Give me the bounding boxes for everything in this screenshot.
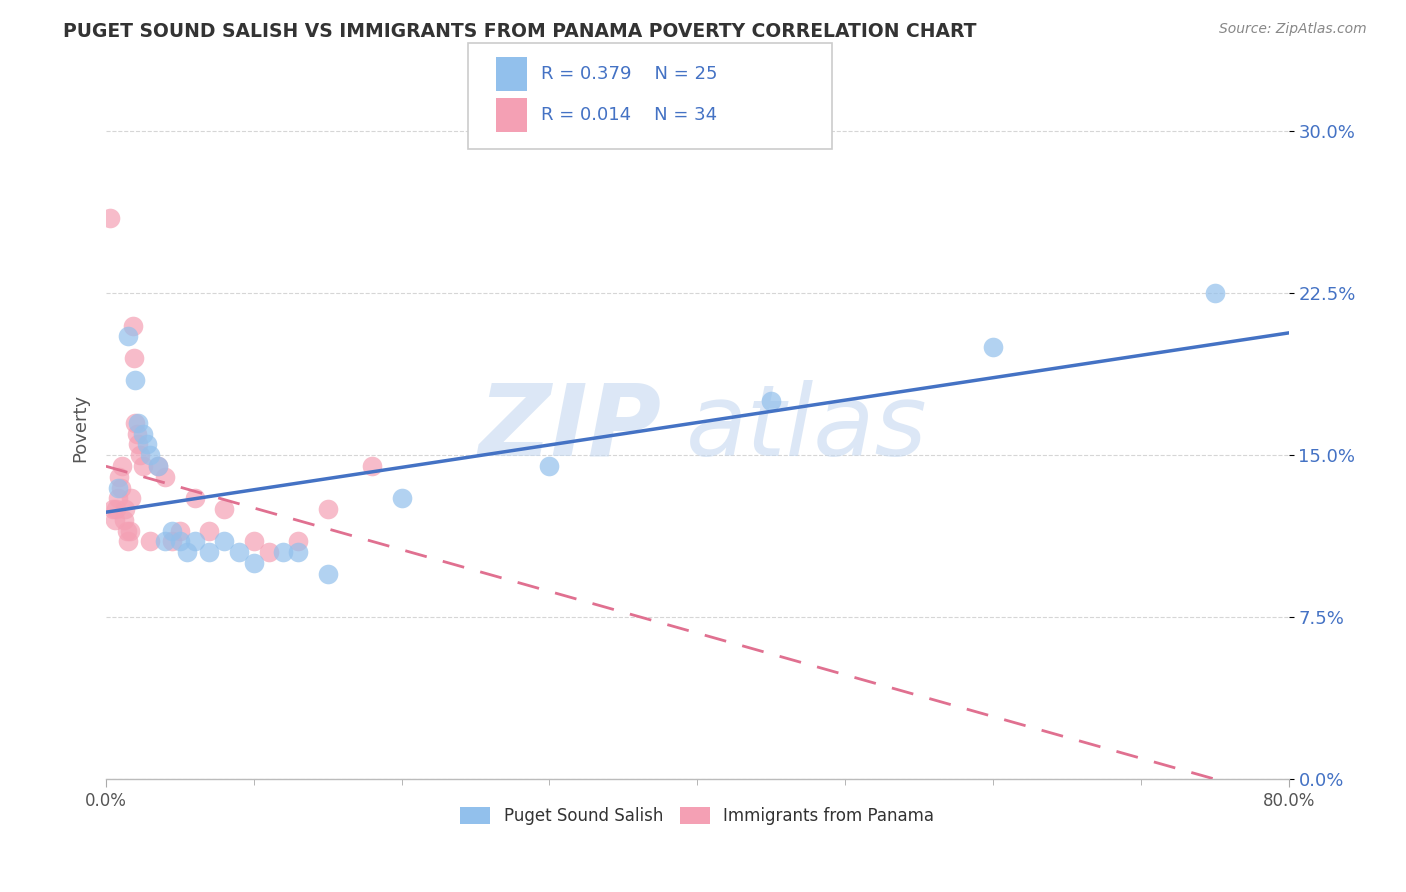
Point [153,534,176,549]
Point [105,502,128,516]
Point [183,491,205,506]
Point [136,437,159,451]
Point [110,481,132,495]
Point [391,491,413,506]
Point [1204,286,1226,301]
Point [124,416,146,430]
Text: R = 0.379    N = 25: R = 0.379 N = 25 [541,65,718,83]
Point [198,524,221,538]
Point [273,545,295,559]
Point [132,426,155,441]
Point [111,458,134,473]
Text: Source: ZipAtlas.com: Source: ZipAtlas.com [1219,22,1367,37]
Legend: Puget Sound Salish, Immigrants from Panama: Puget Sound Salish, Immigrants from Pana… [453,799,942,834]
Point [981,340,1004,354]
Point [139,448,162,462]
Point [761,394,783,409]
Point [115,524,138,538]
Text: PUGET SOUND SALISH VS IMMIGRANTS FROM PANAMA POVERTY CORRELATION CHART: PUGET SOUND SALISH VS IMMIGRANTS FROM PA… [63,22,977,41]
Point [176,545,198,559]
Point [129,448,152,462]
Point [162,524,184,538]
Point [287,545,309,559]
Point [242,556,264,570]
Point [103,502,125,516]
Point [361,458,384,473]
Point [127,416,149,430]
Point [228,545,250,559]
Point [198,545,221,559]
Point [538,458,561,473]
Point [125,426,148,441]
Point [146,458,169,473]
Point [124,373,146,387]
Point [118,524,141,538]
Point [212,502,235,516]
Point [132,458,155,473]
Point [257,545,280,559]
Point [114,502,136,516]
Point [162,534,184,549]
Point [287,534,309,549]
Point [316,566,339,581]
Point [139,534,162,549]
Point [120,491,142,506]
Point [122,351,145,365]
Point [98,211,121,225]
Text: R = 0.014    N = 34: R = 0.014 N = 34 [541,106,717,124]
Y-axis label: Poverty: Poverty [72,394,89,462]
Point [121,318,143,333]
Point [117,329,139,343]
Point [212,534,235,549]
Point [242,534,264,549]
Point [316,502,339,516]
Text: ZIP: ZIP [479,380,662,476]
Point [112,513,135,527]
Point [169,524,191,538]
Point [183,534,205,549]
Point [127,437,149,451]
Point [153,469,176,483]
Text: atlas: atlas [686,380,927,476]
Point [169,534,191,549]
Point [146,458,169,473]
Point [107,491,129,506]
Point [107,481,129,495]
Point [104,513,127,527]
Point [108,469,131,483]
Point [117,534,139,549]
